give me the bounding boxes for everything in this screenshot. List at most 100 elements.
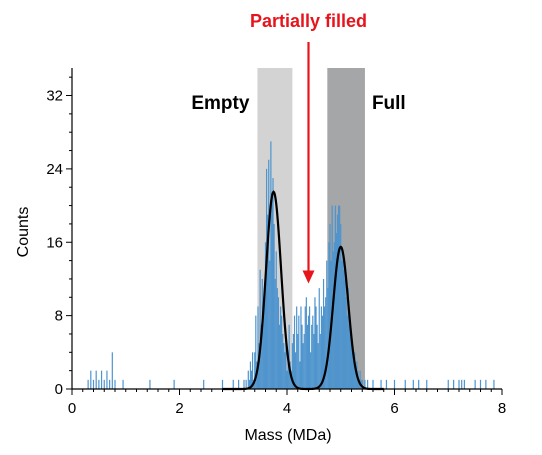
histogram-bar: [278, 324, 281, 389]
histogram-bar: [285, 333, 287, 389]
histogram-bar: [288, 324, 290, 389]
histogram-bar: [149, 379, 151, 389]
histogram-bar: [345, 297, 347, 389]
histogram-bar: [453, 379, 455, 389]
histogram-bar: [260, 324, 262, 389]
histogram-bar: [485, 379, 487, 389]
histogram-bar: [361, 379, 363, 389]
histogram-bar: [297, 333, 299, 389]
histogram-bar: [296, 306, 298, 389]
histogram-bar: [279, 306, 282, 389]
histogram-bar: [336, 214, 339, 389]
histogram-bar: [111, 352, 113, 389]
histogram-bar: [273, 223, 275, 389]
histogram-bar: [274, 278, 276, 389]
histogram-bar: [316, 324, 318, 389]
histogram-bar: [252, 352, 254, 389]
histogram-bar: [103, 379, 105, 389]
histogram-bar: [265, 168, 268, 389]
histogram-bar: [98, 379, 100, 389]
histogram-bar: [298, 315, 300, 389]
histogram-bar: [344, 278, 346, 389]
histogram-bar: [367, 379, 369, 389]
histogram-bar: [347, 288, 349, 389]
histogram-bar: [380, 379, 382, 389]
histogram-bar: [304, 306, 306, 389]
histogram-bar: [412, 379, 414, 389]
histogram-bar: [269, 260, 271, 389]
x-tick-label: 8: [498, 400, 506, 417]
histogram-bar: [313, 333, 315, 389]
y-tick-label: 32: [46, 88, 63, 105]
histogram-bar: [286, 370, 288, 389]
histogram-bar: [355, 370, 357, 389]
histogram-bar: [334, 205, 336, 389]
histogram-bar: [293, 315, 296, 389]
histogram-bar: [331, 205, 333, 389]
region-labels: Empty Full: [191, 93, 405, 114]
x-tick-label: 4: [283, 400, 291, 417]
histogram-bar: [479, 379, 482, 389]
histogram-bar: [327, 288, 329, 389]
histogram-bar: [372, 379, 374, 389]
histogram-bar: [324, 306, 326, 389]
histogram-bar: [302, 343, 304, 389]
histogram-bar: [90, 370, 92, 389]
region-label-empty: Empty: [191, 93, 250, 114]
histogram-bar: [250, 370, 253, 389]
histogram-bar: [292, 333, 295, 389]
histogram-bar: [338, 205, 340, 389]
histogram-bar: [173, 379, 175, 389]
histogram-bar: [247, 370, 249, 389]
histogram-bar: [238, 379, 240, 389]
histogram-bar: [248, 379, 250, 389]
histogram-bar: [272, 178, 274, 389]
histogram-bar: [359, 370, 361, 389]
histogram-bar: [262, 306, 264, 389]
histogram-bar: [295, 352, 297, 389]
histogram-bar: [447, 379, 449, 389]
histogram-bar: [318, 288, 320, 389]
histogram-bar: [283, 343, 285, 389]
histogram-bar: [364, 379, 366, 389]
histogram-bar: [315, 306, 317, 389]
histogram-bar: [100, 370, 103, 389]
histogram-bar: [325, 297, 327, 389]
histogram-bar: [321, 315, 324, 389]
histogram-bar: [322, 278, 325, 389]
histogram-bar: [493, 379, 495, 389]
histogram-bar: [339, 205, 341, 389]
histogram-bar: [270, 141, 272, 389]
histogram-bar: [281, 315, 283, 389]
histogram-bar: [343, 269, 345, 389]
histogram-bar: [340, 223, 342, 389]
histogram-bar: [393, 379, 396, 389]
histogram-bar: [314, 297, 316, 389]
histogram-bar: [267, 214, 269, 389]
y-tick-label: 24: [46, 161, 63, 178]
x-tick-label: 6: [390, 400, 398, 417]
histogram-bar: [474, 379, 476, 389]
histogram-bar: [333, 242, 335, 389]
histogram-bar: [346, 315, 348, 389]
histogram-bar: [275, 251, 277, 389]
histogram-bar: [350, 343, 353, 389]
histogram-bar: [332, 251, 334, 389]
histogram-bar: [329, 223, 331, 389]
histogram-bar: [268, 159, 270, 389]
histogram-bar: [349, 333, 352, 389]
partially-filled-label: Partially filled: [250, 11, 367, 31]
histogram-bar: [307, 315, 310, 389]
histogram-bar: [276, 288, 278, 389]
histogram-bar: [257, 306, 259, 389]
histogram-bar: [354, 352, 356, 389]
y-tick-label: 16: [46, 234, 63, 251]
histogram-bar: [342, 251, 344, 389]
histogram-bar: [418, 379, 420, 389]
x-tick-label: 0: [68, 400, 76, 417]
histogram-bar: [232, 379, 234, 389]
histogram-bar: [326, 260, 328, 389]
histogram-bar: [404, 379, 406, 389]
histogram-bars: [87, 141, 495, 389]
